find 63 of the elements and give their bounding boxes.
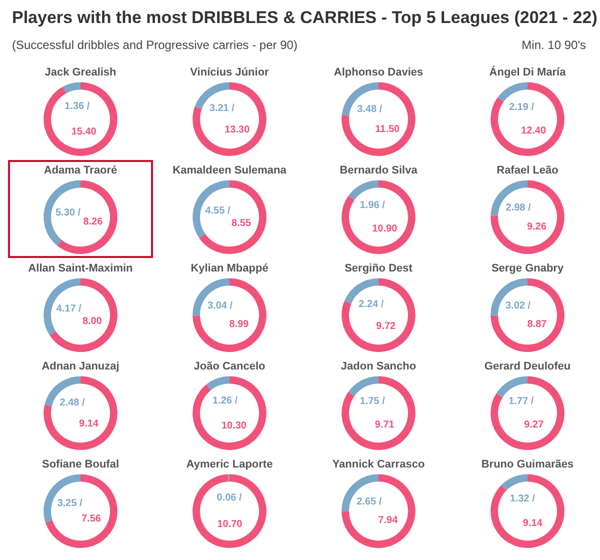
data-label: 9.26: [526, 221, 547, 232]
data-label: 4.55 /: [205, 206, 230, 217]
chart-title: Sofiane Boufal: [42, 458, 120, 471]
data-label: 9.72: [376, 320, 396, 332]
data-label: 2.48 /: [60, 397, 85, 408]
data-label: 2.98 /: [506, 202, 532, 214]
chart-title: Kylian Mbappé: [190, 262, 268, 275]
data-label: 7.94: [378, 515, 398, 526]
chart-title: João Cancelo: [194, 360, 266, 373]
data-label: 3.02 /: [505, 300, 531, 312]
data-label: 13.30: [224, 124, 250, 136]
chart-title: Bernardo Silva: [340, 164, 418, 177]
data-label: 10.90: [372, 224, 398, 235]
data-label: 1.32 /: [510, 494, 536, 505]
data-label: 1.96 /: [360, 200, 386, 212]
chart-title: Aymeric Laporte: [186, 458, 273, 471]
data-label: 2.65 /: [356, 496, 382, 508]
chart-title: Bruno Guimarães: [481, 458, 574, 471]
data-label: 8.00: [82, 316, 102, 328]
data-label: 8.55: [232, 218, 252, 229]
data-label: 4.17 /: [56, 304, 82, 315]
chart-title: Alphonso Davies: [334, 66, 424, 79]
data-label: 3.21 /: [209, 102, 235, 114]
data-label: 8.87: [527, 319, 548, 330]
data-label: 12.40: [521, 126, 546, 137]
chart-title: Sergiño Dest: [344, 262, 413, 275]
text: Min. 10 90's: [522, 38, 586, 52]
data-label: 3.25 /: [57, 498, 82, 510]
data-label: 9.27: [524, 419, 544, 430]
chart-title: Jack Grealish: [44, 66, 117, 79]
chart-title: Yannick Carrasco: [332, 458, 425, 471]
chart-title: Adama Traoré: [44, 164, 118, 177]
data-label: 9.14: [79, 418, 99, 430]
chart-title: Allan Saint-Maximin: [28, 262, 134, 275]
chart-title: Adnan Januzaj: [42, 360, 120, 373]
data-label: 2.19 /: [508, 102, 534, 114]
data-label: 0.06 /: [216, 492, 242, 504]
data-label: 8.99: [229, 319, 250, 330]
data-label: 3.04 /: [208, 300, 233, 312]
text: Players with the most DRIBBLES & CARRIES - Top 5 Leagues (2021 - 22): [12, 8, 598, 28]
data-label: 3.48 /: [357, 104, 382, 115]
data-label: 9.71: [374, 420, 395, 431]
chart-title: Serge Gnabry: [491, 262, 564, 275]
data-label: 1.77 /: [508, 396, 534, 408]
data-label: 2.24 /: [358, 298, 384, 310]
data-label: 10.70: [217, 519, 243, 530]
data-label: 11.50: [375, 124, 400, 135]
data-label: 1.75 /: [360, 396, 386, 408]
chart-title: Kamaldeen Sulemana: [172, 164, 288, 177]
chart-title: Rafael Leão: [496, 164, 559, 177]
chart-title: Jadon Sancho: [340, 360, 416, 373]
data-label: 1.26 /: [212, 395, 238, 406]
chart-title: Gerard Deulofeu: [484, 360, 571, 373]
chart-title: Vinícius Júnior: [190, 66, 270, 79]
data-label: 10.30: [221, 420, 247, 432]
data-label: 9.14: [522, 518, 543, 530]
data-label: 5.30 /: [55, 207, 81, 218]
chart-title: Ángel Di María: [489, 66, 567, 79]
data-label: 8.26: [83, 216, 104, 228]
data-label: 15.40: [71, 126, 97, 138]
text: (Successful dribbles and Progressive carries - per 90): [12, 38, 298, 52]
data-label: 1.36 /: [64, 100, 90, 112]
data-label: 7.56: [82, 514, 102, 525]
